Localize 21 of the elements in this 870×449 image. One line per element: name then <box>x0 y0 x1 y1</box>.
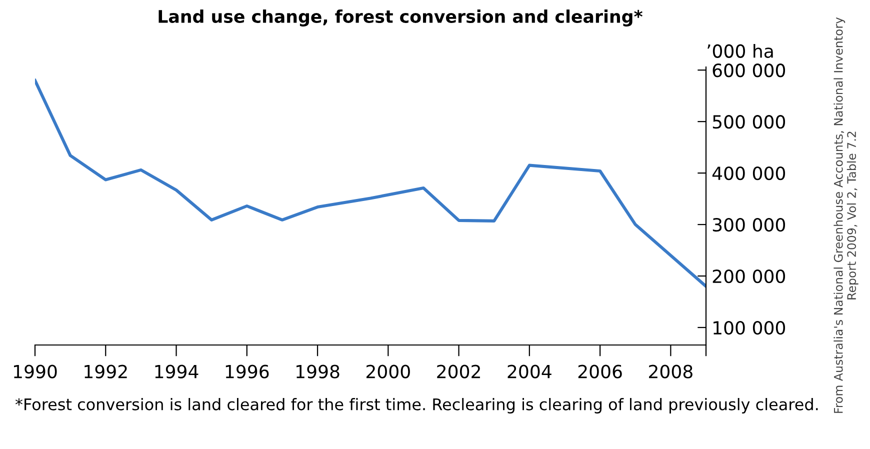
y-tick-label: 400 000 <box>712 166 786 180</box>
x-tick-label: 2002 <box>437 364 480 378</box>
x-tick-label: 1992 <box>84 364 127 378</box>
text: From Australia's National Greenhouse Accounts, National Inventory Report 2009, Vol 2, Table 7.2 <box>834 17 858 413</box>
y-tick-label: 300 000 <box>712 218 786 232</box>
x-tick-label: 2004 <box>508 364 552 378</box>
text: *Forest conversion is land cleared for the first time. Reclearing is clearing of land previously cleared. <box>15 398 818 414</box>
x-tick-label: 2006 <box>578 364 622 378</box>
y-tick-label: 100 000 <box>714 320 786 335</box>
x-tick-label: 1990 <box>14 364 57 378</box>
chart-title: Land use change, forest conversion and clearing* <box>158 10 642 26</box>
x-tick-label: 2000 <box>366 364 410 378</box>
y-tick-label: 500 000 <box>712 115 786 129</box>
x-tick-label: 1998 <box>296 364 340 378</box>
line-series <box>35 78 706 288</box>
x-tick-label: 1994 <box>155 364 198 378</box>
y-tick-label: 200 000 <box>712 269 786 284</box>
y-axis-title: ’000 ha <box>708 44 773 58</box>
x-tick-label: 2008 <box>649 364 692 378</box>
x-tick-label: 1996 <box>226 364 269 378</box>
y-tick-label: 600 000 <box>712 64 786 78</box>
